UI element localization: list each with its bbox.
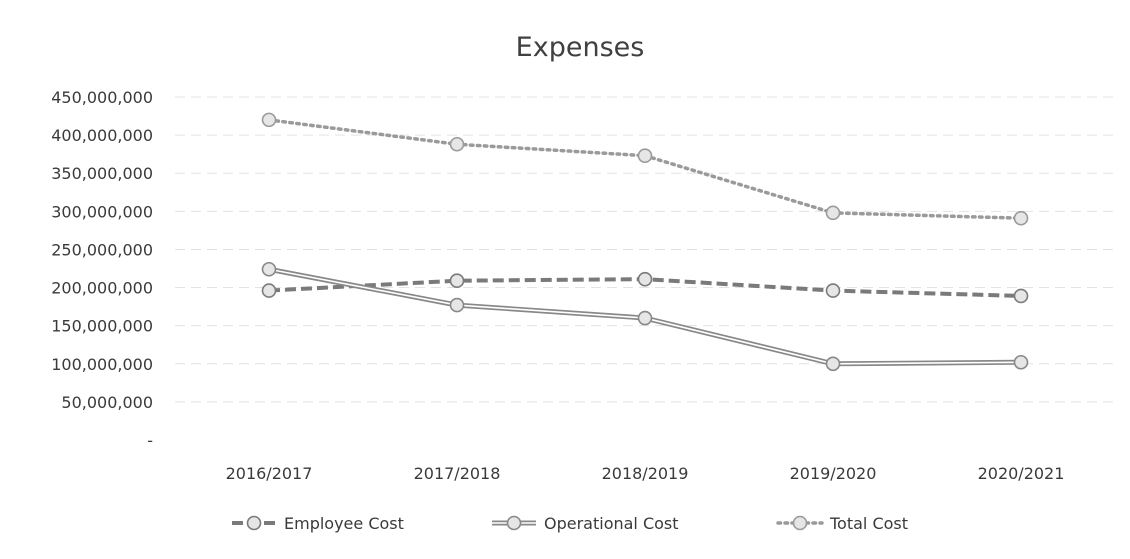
y-tick-label: 250,000,000 — [51, 240, 153, 259]
x-axis-tick-labels: 2016/2017 2017/2018 2018/2019 2019/2020 2020… — [226, 464, 1065, 483]
data-point — [1013, 354, 1029, 370]
x-tick-label: 2020/2021 — [978, 464, 1065, 483]
data-point — [449, 273, 465, 288]
data-point — [246, 515, 262, 531]
legend-label: Operational Cost — [544, 514, 679, 533]
gridlines — [175, 96, 1115, 403]
data-point — [637, 271, 653, 287]
data-point — [1013, 288, 1029, 304]
data-point — [825, 205, 841, 221]
y-tick-label: 450,000,000 — [51, 88, 153, 107]
data-point — [506, 515, 522, 531]
data-point — [825, 356, 841, 372]
y-tick-label: 100,000,000 — [51, 355, 153, 374]
legend-entry: Total Cost — [776, 514, 908, 533]
series — [261, 261, 1029, 372]
data-point — [1013, 210, 1029, 226]
y-tick-label: 150,000,000 — [51, 317, 153, 336]
x-tick-label: 2018/2019 — [602, 464, 689, 483]
data-point — [637, 310, 653, 326]
legend-label: Employee Cost — [284, 514, 404, 533]
y-axis-tick-labels: - 50,000,000 100,000,000 150,000,000 200,000… — [51, 88, 153, 450]
legend-label: Total Cost — [829, 514, 908, 533]
chart-title: Expenses — [516, 32, 645, 63]
data-point — [261, 261, 277, 277]
y-tick-label: - — [147, 431, 153, 450]
legend-entry: Employee Cost — [232, 514, 404, 533]
y-tick-label: 350,000,000 — [51, 164, 153, 183]
data-point — [825, 283, 841, 298]
y-tick-label: 300,000,000 — [51, 202, 153, 221]
data-point — [792, 515, 808, 531]
data-point — [261, 112, 277, 128]
y-tick-label: 400,000,000 — [51, 126, 153, 145]
x-tick-label: 2017/2018 — [414, 464, 501, 483]
x-tick-label: 2016/2017 — [226, 464, 313, 483]
series — [261, 112, 1029, 226]
series — [261, 271, 1029, 304]
legend: Employee Cost Operational Cost Total Cost — [232, 514, 908, 533]
data-point — [637, 148, 653, 163]
legend-entry: Operational Cost — [492, 514, 679, 533]
data-point — [449, 136, 465, 152]
x-tick-label: 2019/2020 — [790, 464, 877, 483]
series-lines — [261, 112, 1029, 372]
y-tick-label: 50,000,000 — [61, 393, 153, 412]
data-point — [449, 297, 465, 313]
y-tick-label: 200,000,000 — [51, 279, 153, 298]
data-point — [261, 283, 277, 298]
